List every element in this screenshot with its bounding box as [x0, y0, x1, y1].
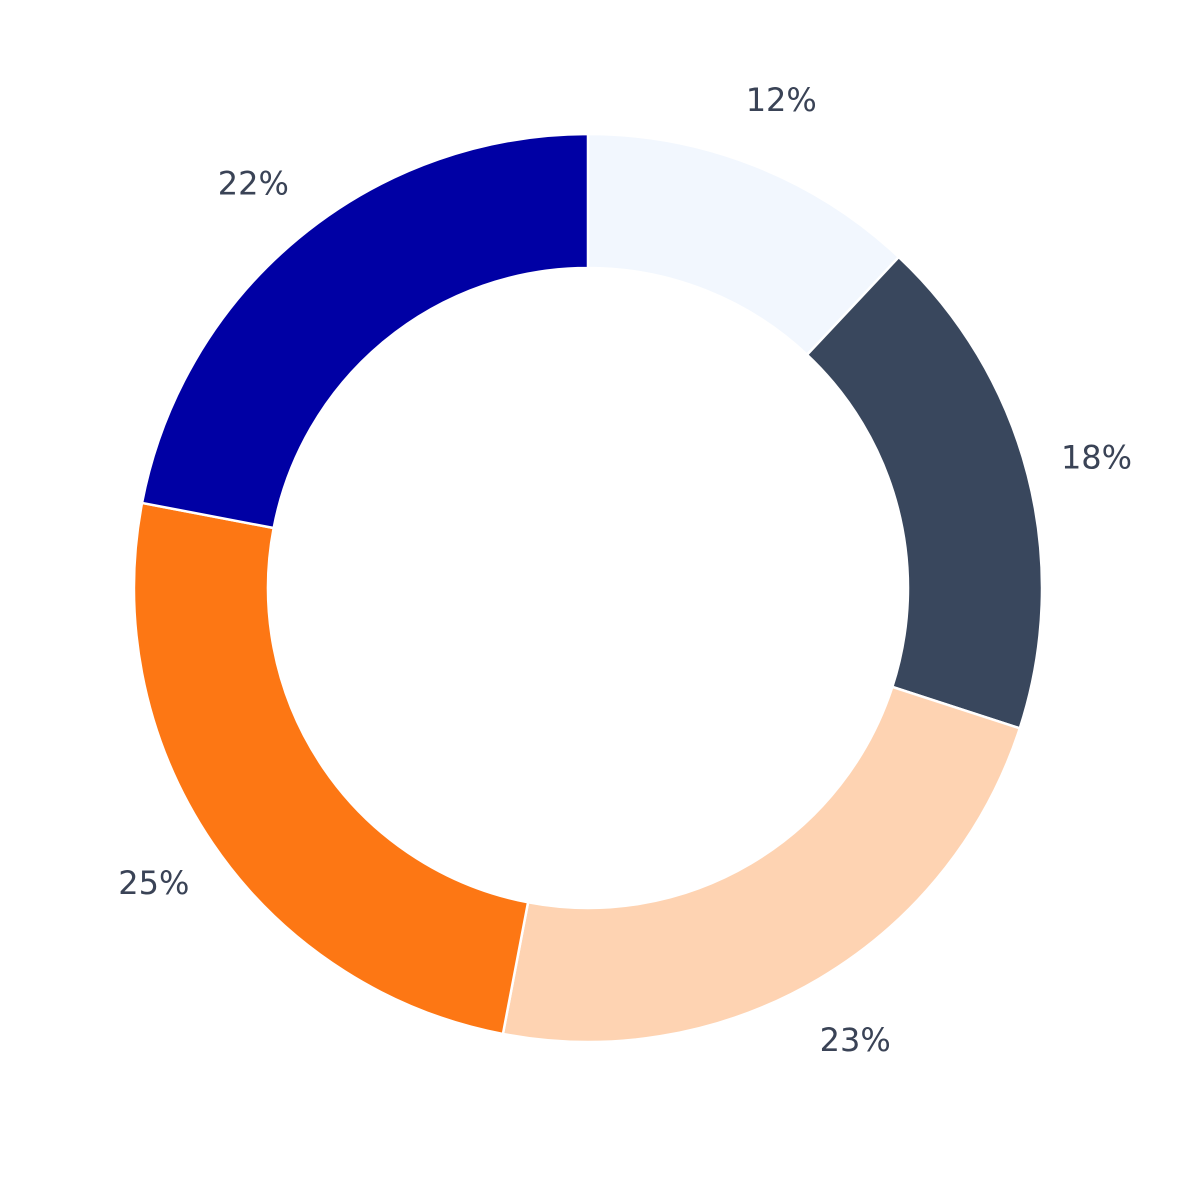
slice-label-2: 18% — [1061, 438, 1132, 476]
donut-slice-2 — [805, 255, 1044, 730]
donut-slice-4 — [132, 501, 530, 1036]
donut-slice-5 — [140, 132, 590, 530]
donut-slice-3 — [501, 685, 1022, 1044]
labels-layer: 12% 18% 23% 25% 22% — [118, 81, 1132, 1059]
slice-label-5: 22% — [218, 164, 289, 202]
slices-layer — [132, 132, 1044, 1044]
slice-label-3: 23% — [820, 1021, 891, 1059]
slice-label-4: 25% — [118, 864, 189, 902]
slice-label-1: 12% — [746, 81, 817, 119]
